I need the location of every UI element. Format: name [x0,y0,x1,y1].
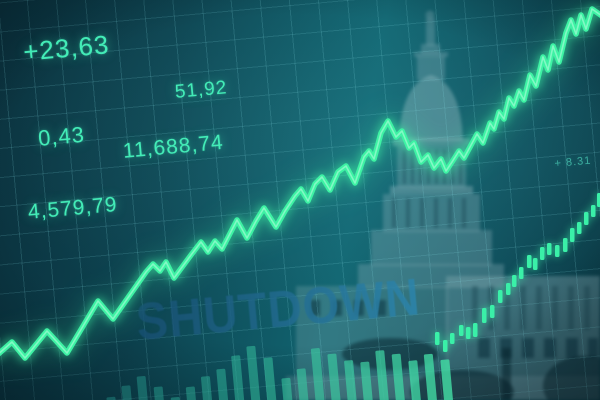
candle-bar [547,243,552,255]
candle-bar [584,212,589,225]
ticker-value: 51,92 [174,77,229,103]
ticker-value: 4,579,79 [27,192,119,224]
volume-bar [408,360,422,400]
candle-bar [482,308,487,323]
candle-bar [459,325,464,336]
volume-bar [153,386,167,400]
candle-bar [519,267,524,279]
volume-bar [200,376,215,400]
candle-bar [533,258,538,270]
candle-bar [473,323,478,337]
candle-bar [443,340,448,352]
candle-bar [498,290,503,303]
volume-bars [106,345,454,400]
market-trend-line-core [0,8,600,359]
candle-bar [563,238,568,252]
volume-bar [360,361,374,400]
volume-bar [440,359,454,400]
ticker-value: + 8.31 [554,154,592,170]
volume-bar [310,348,326,400]
volume-bar [121,385,135,400]
candle-bar [435,332,440,345]
candle-bar [591,205,596,217]
volume-bar [246,345,263,400]
candle-bar [597,193,600,207]
candle-bar [512,275,517,287]
candle-bar [490,305,495,318]
candle-bar [540,247,545,260]
ticker-value: 0,43 [37,121,86,151]
candle-bar [577,222,582,234]
volume-bar [296,368,310,400]
volume-bar [136,375,151,400]
volume-bar [216,368,231,400]
volume-bar [423,353,438,400]
candle-bar [506,283,511,295]
volume-bar [281,377,294,400]
volume-bar [375,350,390,400]
volume-bar [185,386,199,400]
volume-bar [391,353,406,400]
candle-bar [555,245,560,257]
candle-bar [570,228,575,242]
volume-bar [344,360,358,400]
candlestick-bars [435,193,600,352]
ticker-value: +23,63 [22,29,111,67]
volume-bar [263,357,278,400]
volume-bar [231,355,247,400]
candle-bar [527,255,532,268]
candle-bar [450,333,455,344]
ticker-value: 11,688,74 [122,130,225,163]
candle-bar [466,327,471,339]
